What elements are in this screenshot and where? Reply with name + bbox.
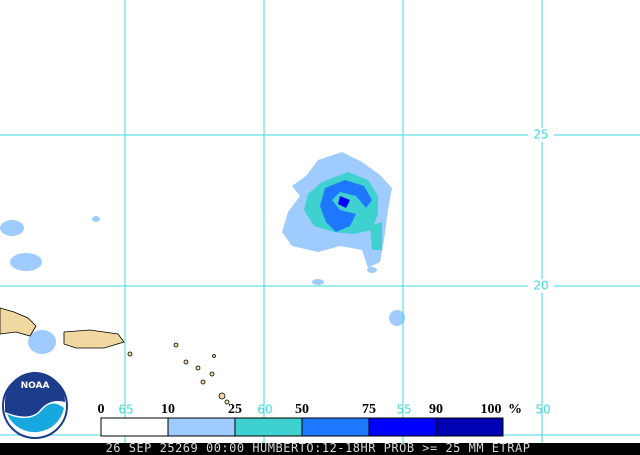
longitude-label: 65 [118, 403, 133, 417]
legend-label: 10 [161, 402, 175, 417]
legend-label: 75 [362, 402, 376, 417]
legend-unit: % [508, 402, 522, 417]
legend-swatch [301, 417, 370, 437]
legend-label: 90 [429, 402, 443, 417]
longitude-label: 50 [535, 403, 550, 417]
latitude-label: 25 [533, 128, 548, 142]
rain-areas [0, 152, 405, 354]
footer-text: 26 SEP 25269 00:00 HUMBERTO:12-18HR PROB… [106, 441, 531, 455]
logo-text: NOAA [21, 381, 50, 391]
legend-swatch [368, 417, 437, 437]
label-bg [528, 128, 554, 142]
legend-label: 100 [481, 402, 502, 417]
islands [0, 307, 230, 405]
legend-label: 25 [228, 402, 242, 417]
longitude-label: 60 [257, 403, 272, 417]
legend-label: 0 [98, 402, 105, 417]
legend-swatch [234, 417, 303, 437]
logo: NOAA [2, 372, 68, 439]
legend-label: 50 [295, 402, 309, 417]
longitude-label: 55 [396, 403, 411, 417]
latitude-label: 20 [533, 279, 548, 293]
legend-swatch [100, 417, 169, 437]
legend: 0 10 25 50 75 90 100% [98, 402, 522, 437]
label-bg [528, 279, 554, 293]
legend-swatch [435, 417, 504, 437]
footer-bar [0, 443, 640, 455]
legend-swatch [167, 417, 236, 437]
